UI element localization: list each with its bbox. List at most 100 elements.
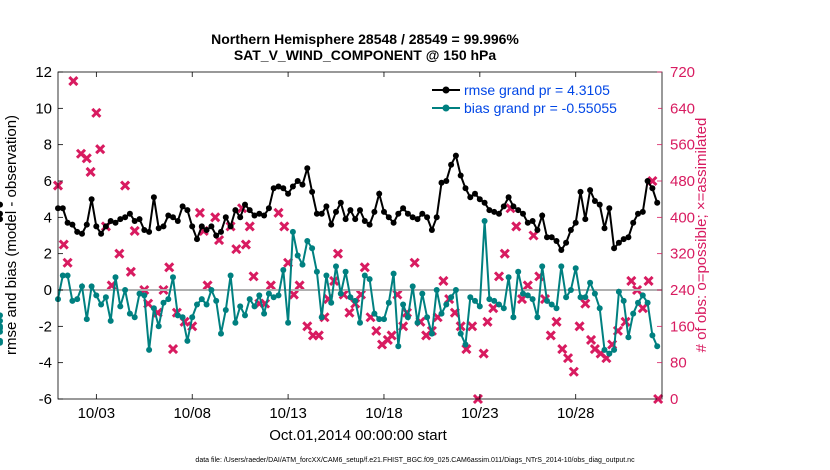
bias-point (299, 261, 306, 268)
x-tick-label: 10/13 (269, 405, 307, 422)
obs-marker (371, 325, 382, 336)
rmse-point (496, 210, 502, 217)
bias-point (390, 270, 397, 277)
bias-point (577, 294, 584, 301)
bias-point (74, 296, 81, 303)
bias-point (242, 312, 248, 319)
bias-point (452, 287, 459, 293)
bias-point (433, 287, 440, 293)
bias-point (189, 314, 196, 321)
rmse-point (376, 190, 383, 197)
x-tick-label: 10/03 (78, 405, 116, 422)
chart-subtitle: SAT_V_WIND_COMPONENT @ 150 hPa (234, 47, 497, 63)
obs-marker (68, 76, 79, 87)
obs-marker (313, 330, 324, 341)
bias-point (409, 283, 416, 290)
rmse-point (467, 194, 474, 201)
obs-marker (359, 262, 370, 273)
obs-marker (62, 257, 73, 268)
x-tick-label: 10/18 (365, 405, 403, 422)
rmse-point (275, 183, 282, 190)
rmse-point (93, 223, 100, 230)
bias-point (213, 297, 220, 304)
bias-point (472, 297, 478, 304)
legend-box (430, 80, 658, 122)
rmse-point (237, 214, 244, 221)
rmse-point (74, 228, 81, 235)
obs-marker (279, 221, 290, 232)
chart-title: Northern Hemisphere 28548 / 28549 = 99.9… (211, 31, 519, 47)
rmse-point (558, 247, 565, 253)
rmse-point (337, 199, 344, 206)
rmse-point (189, 223, 196, 230)
rmse-point (515, 207, 522, 214)
rmse-point (227, 223, 234, 230)
rmse-point (544, 234, 550, 241)
rmse-point (256, 210, 263, 217)
bias-point (232, 319, 239, 326)
obs-marker (91, 107, 102, 118)
rmse-point (611, 245, 618, 252)
obs-marker (85, 166, 96, 177)
rmse-point (122, 214, 129, 221)
obs-marker (164, 262, 175, 273)
rmse-point (304, 165, 311, 172)
rmse-point (136, 216, 143, 223)
bias-point (131, 314, 138, 321)
y-right-tick-label: 640 (670, 100, 695, 117)
rmse-point (620, 236, 627, 243)
bias-point (285, 319, 292, 326)
bias-point (333, 263, 339, 270)
bias-point (505, 274, 512, 281)
legend-rmse-marker (442, 86, 450, 94)
rmse-point (366, 221, 373, 228)
rmse-point (328, 221, 335, 228)
rmse-point (261, 212, 268, 219)
bias-point (596, 305, 603, 312)
rmse-point (160, 223, 167, 230)
rmse-point (251, 212, 258, 219)
bias-point (218, 330, 224, 337)
obs-marker (386, 330, 397, 341)
bias-point (400, 301, 407, 308)
bias-point (0, 323, 3, 330)
rmse-point (400, 205, 407, 212)
obs-marker (493, 271, 505, 282)
rmse-point (630, 219, 637, 226)
bias-point (122, 287, 129, 293)
bias-point (309, 245, 316, 252)
rmse-point (443, 178, 450, 184)
bias-point (361, 272, 368, 279)
rmse-point (452, 152, 459, 159)
bias-point (496, 301, 502, 308)
bias-point (227, 272, 234, 279)
x-axis: 10/03 10/08 10/13 10/18 10/23 10/28 (78, 72, 594, 422)
rmse-point (577, 188, 584, 195)
obs-marker (522, 280, 533, 291)
bias-point (591, 290, 598, 297)
obs-marker (240, 239, 251, 250)
data-file-footer: data file: /Users/raeder/DAI/ATM_forcXX/… (195, 457, 635, 464)
y-right-tick-label: 80 (670, 355, 687, 372)
rmse-point (155, 225, 162, 232)
bias-point (639, 292, 646, 299)
obs-marker (58, 239, 69, 250)
bias-point (323, 272, 330, 279)
rmse-point (69, 221, 76, 228)
rmse-point (654, 199, 661, 206)
rmse-point (390, 219, 397, 226)
rmse-point (635, 210, 641, 217)
rmse-point (361, 218, 368, 224)
obs-marker (302, 321, 313, 332)
rmse-point (448, 161, 455, 168)
rmse-point (102, 223, 109, 230)
rmse-point (146, 228, 153, 235)
bias-point (275, 292, 282, 299)
bias-point (270, 294, 277, 301)
bias-point (352, 297, 359, 304)
obs-marker (194, 207, 205, 218)
bias-point (237, 303, 244, 310)
rmse-point (174, 218, 181, 224)
rmse-point (615, 239, 622, 246)
bias-point (544, 297, 550, 304)
